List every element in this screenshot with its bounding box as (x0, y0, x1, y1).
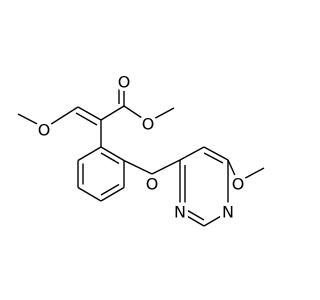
bond (100, 105, 125, 121)
bond (77, 106, 102, 121)
atom-label: O (232, 175, 245, 194)
bond (100, 183, 120, 196)
atom-labels: O O O O O N N (34, 69, 248, 225)
bond (75, 112, 98, 126)
bond (100, 152, 120, 165)
bond (123, 105, 149, 123)
bond (227, 159, 239, 183)
atom-label: O (118, 73, 131, 92)
atom-label: O (146, 175, 159, 194)
bond (179, 146, 205, 161)
bond (100, 146, 125, 162)
bonds (17, 82, 265, 227)
bond (77, 186, 102, 202)
bond (100, 186, 125, 202)
atom-label: O (142, 115, 155, 134)
atom-label: O (38, 121, 51, 140)
bond (203, 211, 229, 227)
atom-label: N (174, 203, 186, 222)
bond (184, 208, 205, 221)
bond (123, 159, 153, 175)
bond (44, 106, 79, 129)
bond (151, 159, 181, 175)
bond (17, 113, 46, 129)
bond (203, 146, 229, 161)
atom-label: N (222, 203, 234, 222)
structure: O O O O O N N (17, 69, 265, 227)
bond (203, 152, 224, 164)
bond (77, 146, 102, 162)
bond (179, 211, 205, 227)
bond (147, 107, 175, 123)
bond (237, 167, 265, 183)
